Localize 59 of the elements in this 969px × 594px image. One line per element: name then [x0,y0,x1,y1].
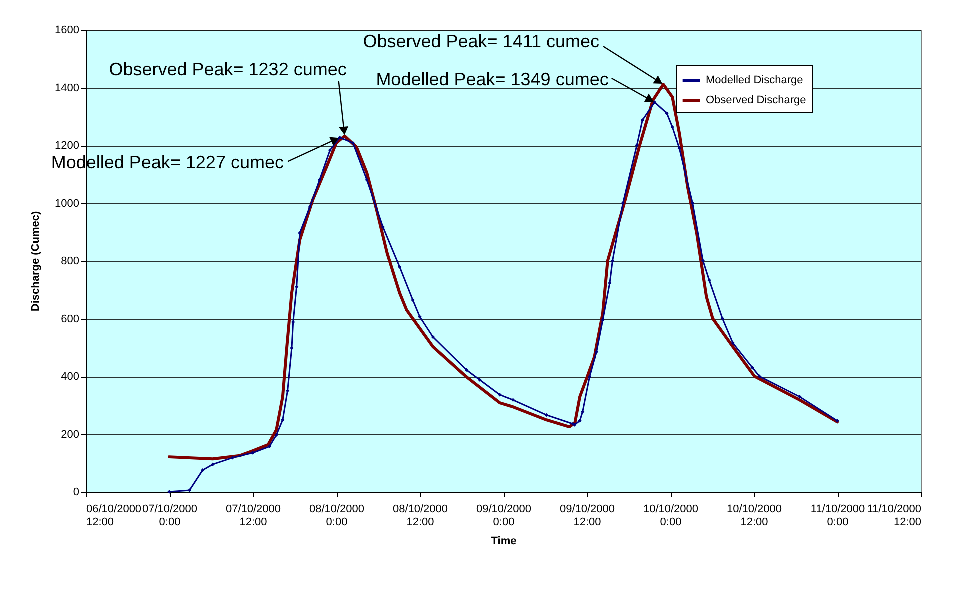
point [750,366,754,370]
point [230,456,235,460]
annotation: Modelled Peak= 1349 cumec [376,69,609,90]
point [731,341,735,346]
y-tick-label: 400 [61,371,80,383]
point [588,375,592,379]
point [708,278,712,282]
point [398,265,402,269]
point [201,468,205,472]
point [274,433,279,437]
x-tick-label: 11/10/2000 12:00 [867,504,922,528]
point [678,146,682,150]
x-tick-label: 09/10/2000 0:00 [476,504,532,528]
point [268,444,272,449]
point [308,205,312,210]
point [365,178,369,182]
x-tick-label: 08/10/2000 12:00 [392,504,448,528]
x-tick-label: 07/10/2000 0:00 [142,504,198,528]
x-tick-label: 10/10/2000 12:00 [726,504,782,528]
point [701,259,706,263]
point [544,413,549,418]
point [610,259,615,263]
y-tick-label: 800 [61,256,80,268]
point [411,298,415,302]
y-axis-title: Discharge (Cumec) [30,211,42,312]
point [464,368,468,372]
legend-label: Modelled Discharge [706,74,804,86]
point [478,378,482,382]
point [652,100,657,104]
y-tick-label: 1200 [55,140,80,152]
point [328,148,332,152]
point [608,281,612,286]
point [338,136,342,140]
y-tick-label: 0 [73,486,80,498]
x-tick-label: 07/10/2000 12:00 [226,504,282,528]
point [294,285,299,289]
x-tick-label: 06/10/2000 12:00 [86,504,142,528]
point [640,118,645,122]
point [381,225,385,230]
point [286,389,290,393]
annotation: Observed Peak= 1411 cumec [363,32,600,52]
point [594,350,599,354]
y-tick-label: 1600 [55,24,80,36]
point [318,178,322,182]
x-tick-label: 08/10/2000 0:00 [309,504,365,528]
x-axis-title: Time [491,536,517,548]
legend-label: Observed Discharge [706,94,806,106]
y-tick-label: 600 [61,313,80,326]
annotation: Observed Peak= 1232 cumec [109,59,347,80]
point [281,418,285,422]
y-tick-label: 1000 [55,198,80,210]
point [580,410,585,414]
point [670,125,674,130]
x-tick-label: 10/10/2000 0:00 [643,504,699,528]
x-tick-label: 11/10/2000 0:00 [810,504,866,528]
y-tick-label: 1400 [55,82,80,94]
point [188,488,192,492]
y-tick-label: 200 [61,428,80,441]
x-tick-label: 09/10/2000 12:00 [560,504,616,528]
